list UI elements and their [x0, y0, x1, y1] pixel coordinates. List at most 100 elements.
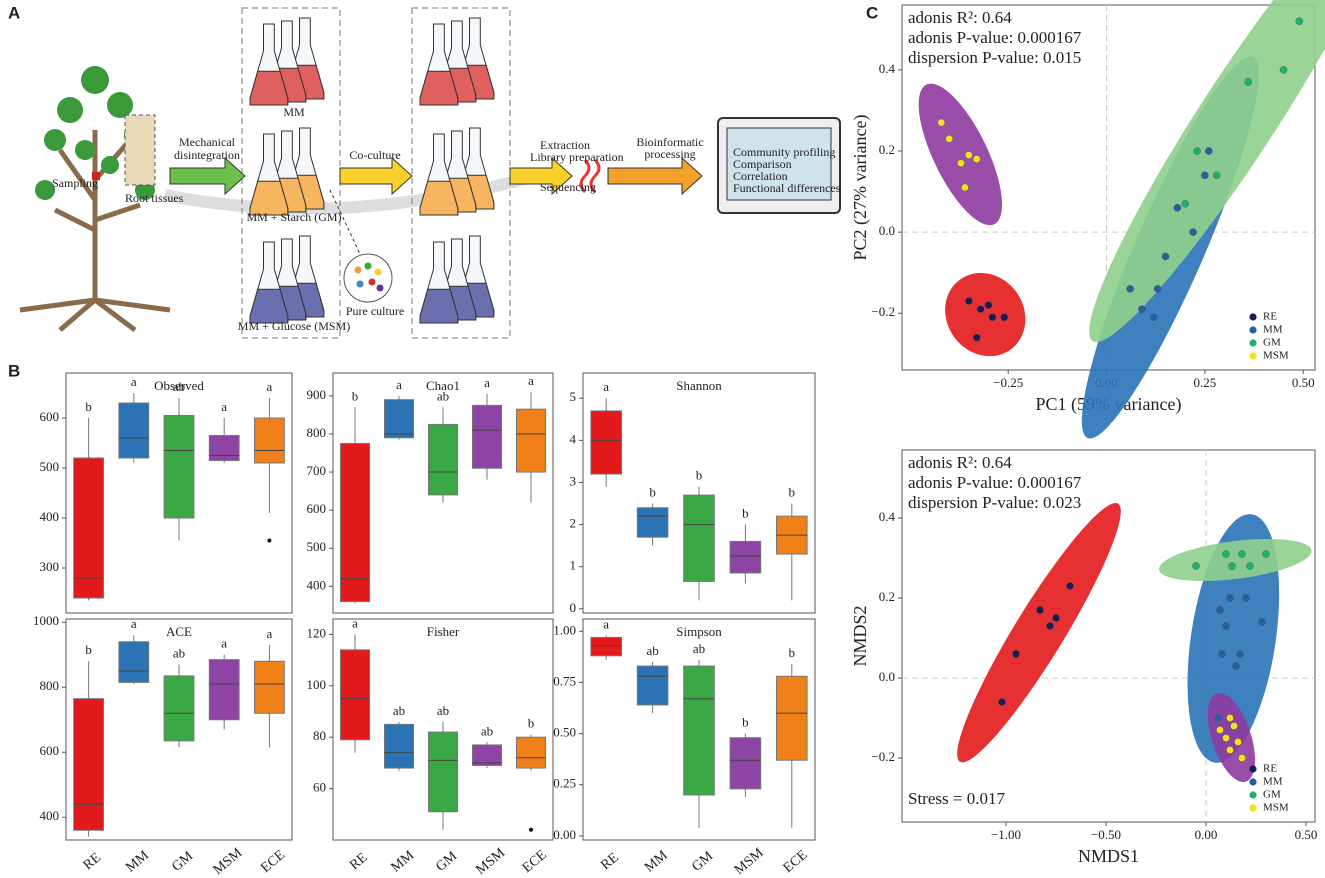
point	[965, 297, 973, 305]
y-tick-label: 5	[570, 389, 577, 404]
group-ellipse	[918, 83, 1003, 226]
point	[998, 698, 1006, 706]
chart-title: Shannon	[676, 378, 722, 393]
point	[1201, 171, 1209, 180]
flasks	[249, 17, 495, 324]
plot-frame	[582, 618, 816, 841]
root-tissue	[124, 114, 156, 186]
y-tick-label: 4	[570, 431, 577, 446]
point	[1052, 614, 1060, 622]
x-tick-label: MM	[388, 848, 417, 876]
flask-liquid	[419, 180, 459, 216]
legend-label: GM	[1263, 337, 1281, 349]
point	[1236, 650, 1244, 658]
x-tick-label: MSM	[473, 845, 508, 878]
label: disintegration	[174, 148, 240, 162]
footnote: Stress = 0.017	[908, 789, 1005, 808]
point	[1000, 313, 1009, 322]
legend-marker	[1249, 804, 1257, 812]
workflow-diagram: A B C Sampling Root tissues Mechanical d…	[8, 3, 878, 380]
point	[1238, 550, 1246, 558]
y-tick-label: 120	[307, 625, 327, 640]
point	[1238, 754, 1246, 762]
point	[1036, 606, 1044, 614]
annotation: dispersion P-value: 0.015	[908, 48, 1081, 67]
point	[1205, 147, 1213, 155]
label: Mechanical	[179, 135, 236, 149]
plot-frame	[332, 618, 554, 841]
y-tick-label: 0.2	[879, 142, 895, 157]
dna	[579, 158, 601, 194]
label: MM + Starch (GM)	[246, 210, 341, 224]
x-tick-label: MM	[642, 848, 671, 876]
legend-label: RE	[1263, 763, 1277, 775]
screen-text: Comparison	[733, 157, 792, 171]
legend-label: GM	[1263, 789, 1281, 801]
box	[515, 408, 547, 473]
legend-label: RE	[1263, 311, 1277, 323]
legend-label: MM	[1263, 324, 1283, 336]
point	[1226, 594, 1234, 602]
chart-title: ACE	[166, 624, 192, 639]
point	[1258, 618, 1266, 626]
x-tick-label: RE	[598, 850, 621, 873]
significance-letter: b	[85, 399, 92, 414]
y-tick-label: 0.4	[879, 509, 896, 524]
legend-label: MSM	[1263, 802, 1289, 814]
point	[976, 305, 985, 313]
significance-letter: a	[267, 626, 273, 641]
box	[253, 417, 285, 464]
box	[471, 744, 503, 766]
y-tick-label: 500	[307, 539, 327, 554]
point	[1218, 650, 1226, 658]
y-tick-label: 80	[313, 728, 326, 743]
significance-letter: ab	[393, 703, 405, 718]
legend-marker	[1249, 791, 1257, 799]
label: MM + Glucose (MSM)	[238, 319, 350, 333]
point	[937, 118, 946, 127]
point	[1244, 78, 1252, 86]
significance-letter: ab	[646, 643, 658, 658]
point	[1222, 622, 1230, 630]
label: Sequencing	[540, 180, 596, 194]
significance-letter: a	[267, 379, 273, 394]
y-tick-label: 0.50	[553, 725, 576, 740]
y-tick-label: 0.4	[879, 61, 896, 76]
significance-letter: a	[528, 373, 534, 388]
label: MM	[283, 105, 305, 119]
significance-letter: a	[131, 616, 137, 631]
y-tick-label: 60	[313, 780, 326, 795]
y-tick-label: 600	[40, 409, 60, 424]
colonies	[354, 262, 384, 292]
x-tick-label: ECE	[258, 848, 288, 876]
point	[972, 155, 981, 163]
significance-letter: b	[528, 716, 535, 731]
point	[1149, 313, 1158, 322]
point	[945, 135, 954, 143]
box	[73, 457, 105, 599]
point	[1161, 252, 1170, 261]
label: Sampling	[52, 176, 98, 190]
arrow	[169, 156, 246, 196]
box	[683, 665, 715, 796]
arrow	[509, 156, 573, 196]
box	[427, 731, 459, 813]
x-tick-label: GM	[169, 848, 196, 874]
box	[729, 737, 762, 790]
y-tick-label: 300	[40, 559, 60, 574]
panel-label: B	[8, 361, 20, 380]
x-tick-label: 0.50	[1292, 375, 1315, 390]
legend-marker	[1249, 313, 1257, 321]
flask-liquid	[249, 70, 289, 106]
label: Pure culture	[346, 304, 404, 318]
point	[1242, 594, 1250, 602]
flask-liquid	[419, 288, 459, 324]
y-tick-label: 0.75	[553, 673, 576, 688]
x-tick-label: GM	[433, 848, 460, 874]
flask-liquid	[249, 180, 289, 216]
point	[1173, 203, 1182, 212]
label: Bioinformatic	[636, 135, 703, 149]
y-tick-label: 0.2	[879, 589, 895, 604]
point	[957, 159, 965, 167]
